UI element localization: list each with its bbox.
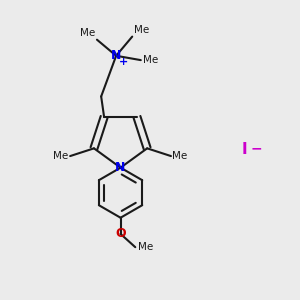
Text: I: I bbox=[242, 142, 247, 158]
Text: Me: Me bbox=[53, 151, 69, 161]
Text: Me: Me bbox=[134, 25, 149, 35]
Text: +: + bbox=[119, 57, 128, 67]
Text: N: N bbox=[116, 161, 126, 174]
Text: N: N bbox=[111, 49, 121, 62]
Text: Me: Me bbox=[172, 151, 188, 161]
Text: Me: Me bbox=[80, 28, 95, 38]
Text: Me: Me bbox=[138, 242, 153, 252]
Text: O: O bbox=[115, 227, 126, 240]
Text: Me: Me bbox=[143, 55, 158, 65]
Text: −: − bbox=[250, 142, 262, 155]
